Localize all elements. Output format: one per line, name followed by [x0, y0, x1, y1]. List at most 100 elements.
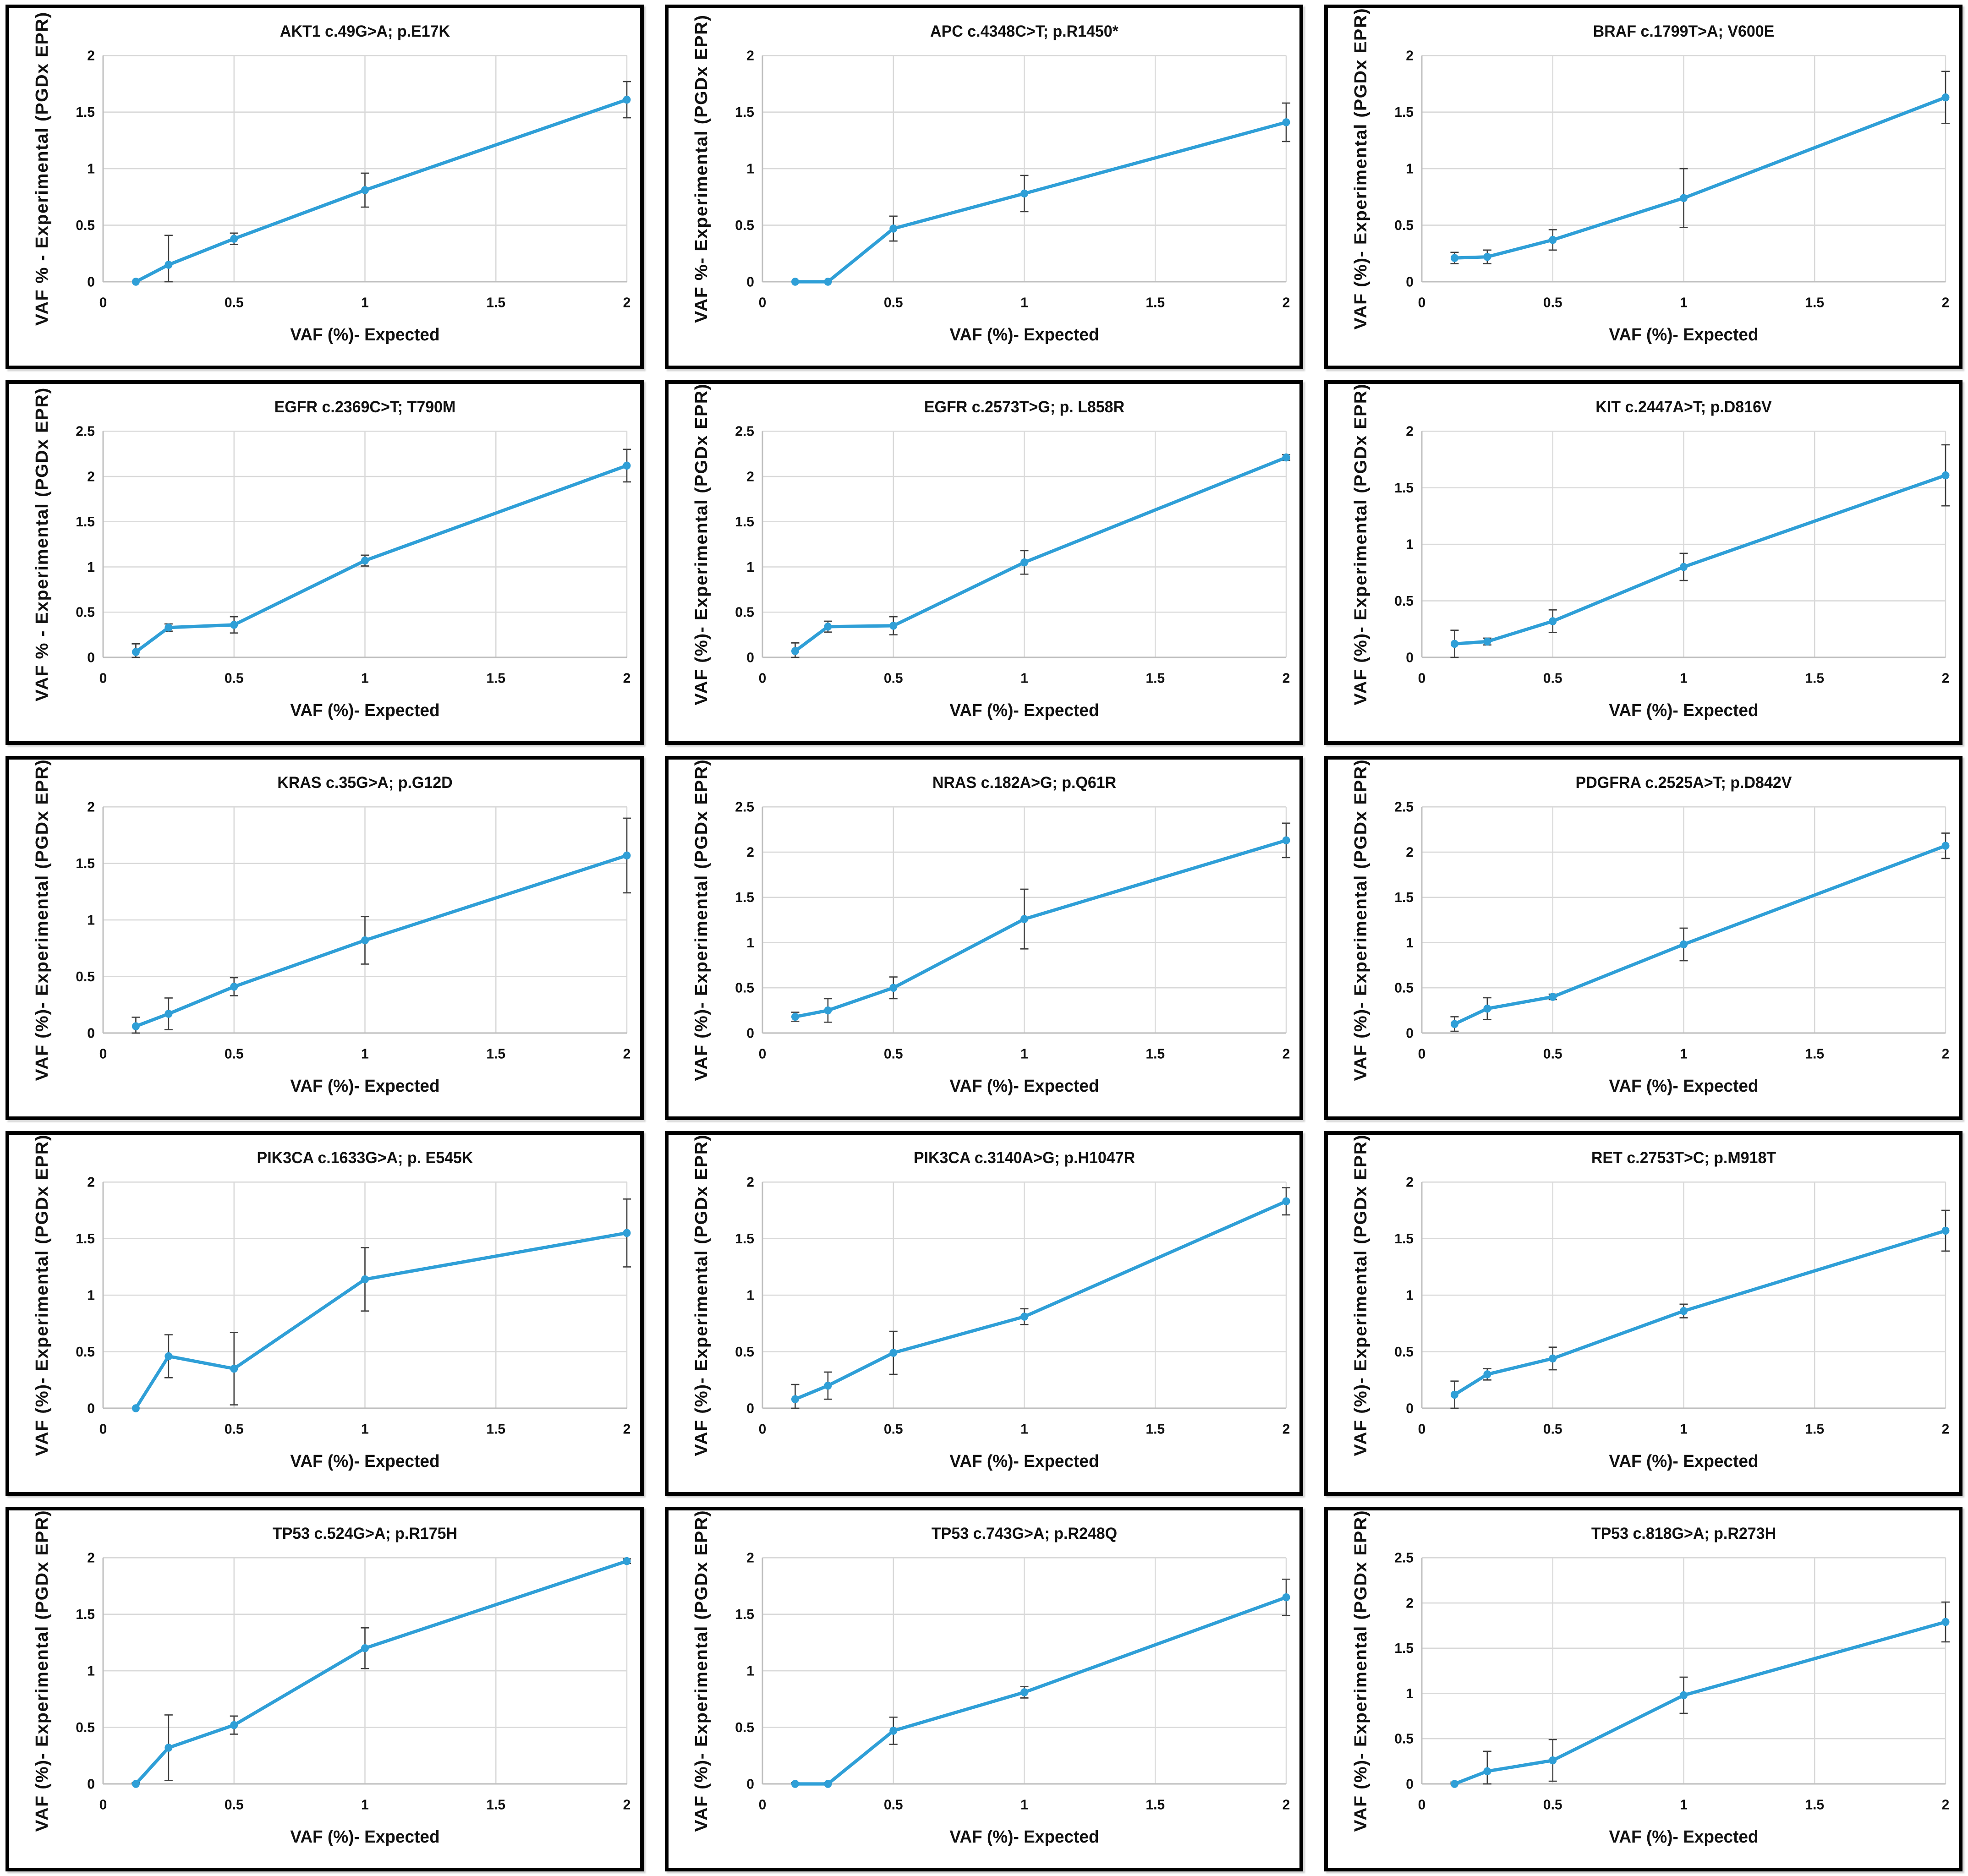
y-tick-label: 1.5 — [76, 514, 95, 530]
y-tick-label: 1 — [746, 161, 754, 177]
x-tick-label: 2 — [1283, 295, 1290, 311]
x-tick-label: 0.5 — [884, 295, 903, 311]
y-tick-label: 1 — [87, 161, 95, 177]
x-tick-label: 0.5 — [884, 670, 903, 686]
data-point-marker — [623, 851, 631, 859]
chart-svg-9: PIK3CA c.1633G>A; p. E545K 0 0.5 1 1.5 2 0 0.5 1… — [33, 1135, 631, 1471]
data-point-marker — [889, 224, 898, 233]
data-point-marker — [1282, 1593, 1290, 1602]
data-point-marker — [230, 1365, 238, 1373]
x-tick-label: 1.5 — [1146, 1797, 1165, 1813]
x-tick-label: 0 — [759, 1422, 767, 1438]
x-axis-label: VAF (%)- Expected — [949, 325, 1099, 345]
series-line — [793, 455, 1288, 653]
y-axis-label: VAF % - Experimental (PGDx EPR) — [33, 11, 52, 326]
data-point-marker — [1680, 1307, 1688, 1315]
x-tick-label: 1 — [361, 1422, 369, 1438]
x-tick-label: 0 — [759, 1797, 767, 1813]
x-axis-label: VAF (%)- Expected — [1609, 700, 1758, 720]
x-tick-label: 0.5 — [1543, 1797, 1562, 1813]
data-point-marker — [1549, 992, 1557, 1001]
chart-title: NRAS c.182A>G; p.Q61R — [932, 774, 1116, 792]
x-tick-label: 2 — [623, 1046, 631, 1062]
x-axis-label: VAF (%)- Expected — [1609, 1827, 1758, 1847]
y-tick-label: 0 — [746, 1400, 754, 1417]
chart-svg-6: KRAS c.35G>A; p.G12D 0 0.5 1 1.5 2 0 0.5 1 1.5 2 VA… — [33, 760, 631, 1095]
x-tick-label: 1 — [1680, 670, 1688, 686]
series-line — [793, 1200, 1288, 1401]
data-point-marker — [1941, 93, 1950, 102]
x-tick-label: 0 — [99, 670, 107, 686]
x-tick-label: 1.5 — [1805, 1422, 1824, 1438]
y-tick-label: 0 — [87, 1400, 95, 1417]
chart-svg-1: APC c.4348C>T; p.R1450* 0 0.5 1 1.5 2 0 0.5 1 1.5… — [692, 14, 1290, 345]
y-tick-label: 1 — [1406, 935, 1414, 951]
data-point-marker — [1549, 1756, 1557, 1765]
data-point-marker — [164, 1352, 173, 1361]
x-tick-label: 1 — [1020, 295, 1028, 311]
y-tick-label: 0.5 — [1394, 980, 1414, 996]
y-tick-label: 2 — [746, 1175, 754, 1191]
x-axis-label: VAF (%)- Expected — [290, 700, 439, 720]
y-tick-label: 1.5 — [735, 1607, 754, 1623]
data-point-marker — [1483, 1370, 1491, 1379]
data-point-marker — [824, 622, 832, 631]
data-point-marker — [824, 1006, 832, 1014]
data-point-marker — [1549, 1354, 1557, 1363]
x-tick-label: 0 — [1418, 1422, 1426, 1438]
y-tick-label: 1.5 — [735, 514, 754, 530]
y-tick-label: 1 — [746, 559, 754, 575]
chart-svg-11: RET c.2753T>C; p.M918T 0 0.5 1 1.5 2 0 0.5 1 1.5 2… — [1351, 1135, 1950, 1471]
x-tick-label: 2 — [1283, 1422, 1290, 1438]
data-point-marker — [1483, 252, 1491, 261]
y-tick-label: 2 — [87, 469, 95, 485]
chart-title: TP53 c.818G>A; p.R273H — [1591, 1525, 1776, 1543]
data-point-marker — [1941, 842, 1950, 850]
y-tick-label: 0 — [87, 1776, 95, 1792]
y-axis-label: VAF (%)- Experimental (PGDx EPR) — [1351, 760, 1370, 1081]
x-tick-label: 0 — [1418, 295, 1426, 311]
y-tick-label: 0 — [1406, 1776, 1414, 1792]
y-tick-label: 0.5 — [1394, 1344, 1414, 1360]
y-tick-label: 0 — [87, 274, 95, 290]
y-tick-label: 1 — [1406, 161, 1414, 177]
series-line — [1453, 473, 1947, 645]
chart-panel-4: EGFR c.2573T>G; p. L858R 0 0.5 1 1.5 2 2.5 0 0.5… — [665, 380, 1303, 745]
x-tick-label: 1.5 — [1146, 295, 1165, 311]
y-axis-label: VAF (%)- Experimental (PGDx EPR) — [1351, 1135, 1370, 1456]
x-tick-label: 0 — [759, 1046, 767, 1062]
x-tick-label: 0 — [99, 295, 107, 311]
y-tick-label: 1.5 — [1394, 1231, 1414, 1247]
series-line — [1453, 1229, 1947, 1397]
data-point-marker — [132, 1780, 140, 1788]
series-line — [1453, 96, 1947, 260]
data-point-marker — [230, 1721, 238, 1729]
data-point-marker — [623, 1557, 631, 1565]
x-tick-label: 0 — [759, 295, 767, 311]
data-point-marker — [889, 1727, 898, 1735]
x-tick-label: 1 — [1020, 1422, 1028, 1438]
y-tick-label: 1.5 — [76, 855, 95, 871]
data-point-marker — [132, 1404, 140, 1413]
y-tick-label: 0.5 — [76, 217, 95, 233]
x-tick-label: 0.5 — [1543, 295, 1562, 311]
x-tick-label: 1 — [361, 1046, 369, 1062]
x-tick-label: 1 — [1020, 670, 1028, 686]
chart-panel-3: EGFR c.2369C>T; T790M 0 0.5 1 1.5 2 2.5 0 0.5 1 1.… — [5, 380, 644, 745]
x-tick-label: 2 — [1942, 1046, 1950, 1062]
y-tick-label: 0 — [87, 650, 95, 666]
data-point-marker — [164, 623, 173, 632]
y-tick-label: 2 — [746, 469, 754, 485]
x-axis-label: VAF (%)- Expected — [1609, 1451, 1758, 1471]
data-point-marker — [1450, 640, 1458, 648]
data-point-marker — [791, 278, 799, 286]
data-point-marker — [623, 95, 631, 104]
y-tick-label: 0.5 — [76, 1344, 95, 1360]
data-point-marker — [132, 648, 140, 656]
y-axis-label: VAF (%)- Experimental (PGDx EPR) — [1351, 384, 1370, 706]
y-axis-label: VAF (%)- Experimental (PGDx EPR) — [692, 1510, 711, 1832]
y-axis-label: VAF %- Experimental (PGDx EPR) — [692, 14, 711, 323]
data-point-marker — [1282, 836, 1290, 844]
y-tick-label: 1 — [87, 1663, 95, 1679]
